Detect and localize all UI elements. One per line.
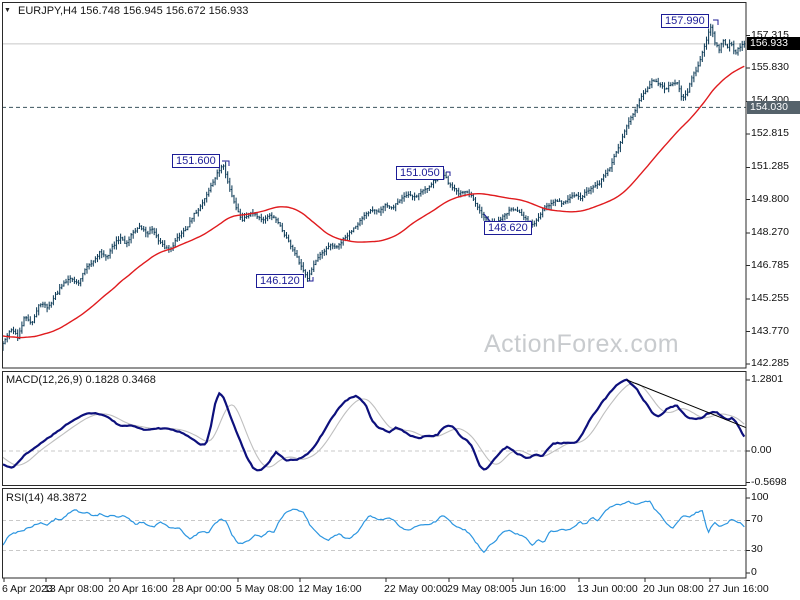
symbol-timeframe-label: EURJPY,H4 [18,5,78,17]
swing-price-label: 151.600 [172,154,220,168]
macd-axis-tick-label: -0.5698 [751,475,787,488]
price-axis-tick-label: 143.770 [751,324,789,337]
collapse-triangle-icon[interactable]: ▼ [4,7,11,14]
macd-indicator-label: MACD(12,26,9) 0.1828 0.3468 [6,374,156,386]
rsi-indicator-label: RSI(14) 48.3872 [6,492,87,504]
time-axis-date-label: 5 Jun 16:00 [511,583,566,595]
time-axis-date-label: 20 Apr 16:00 [108,583,168,595]
price-axis-tick-label: 148.270 [751,226,789,239]
time-axis-date-label: 22 May 00:00 [384,583,448,595]
swing-price-label: 146.120 [256,274,304,288]
price-axis-tick-label: 145.255 [751,292,789,305]
current-price-badge: 156.933 [747,37,800,50]
macd-axis-tick-label: 1.2801 [751,373,784,386]
time-axis-date-label: 6 Apr 2023 [2,583,53,595]
macd-axis-tick-label: 0.00 [751,443,772,456]
price-axis-tick-label: 149.800 [751,192,789,205]
time-axis-date-label: 12 May 16:00 [298,583,362,595]
price-axis-tick-label: 142.285 [751,356,789,369]
time-axis-date-label: 28 Apr 00:00 [172,583,232,595]
time-axis-date-label: 20 Jun 08:00 [643,583,704,595]
rsi-axis-tick-label: 100 [751,490,769,503]
swing-price-label: 157.990 [661,14,709,28]
price-axis-tick-label: 157.315 [751,28,789,41]
rsi-axis-tick-label: 30 [751,543,763,556]
watermark: ActionForex.com [484,330,680,358]
swing-price-label: 151.050 [396,166,444,180]
swing-price-label: 148.620 [484,221,532,235]
price-axis-tick-label: 146.785 [751,258,789,271]
time-axis-date-label: 13 Jun 00:00 [577,583,638,595]
price-axis-tick-label: 152.815 [751,126,789,139]
time-axis-date-label: 13 Apr 08:00 [44,583,104,595]
price-axis-tick-label: 151.285 [751,160,789,173]
chart-title: ▼ EURJPY,H4 156.748 156.945 156.672 156.… [4,5,248,17]
time-axis-date-label: 5 May 08:00 [236,583,294,595]
time-axis-date-label: 29 May 08:00 [447,583,511,595]
rsi-axis-tick-label: 70 [751,513,763,526]
title-ohlc-values: 156.748 156.945 156.672 156.933 [80,5,249,17]
price-axis-tick-label: 155.830 [751,60,789,73]
rsi-axis-tick-label: 0 [751,565,757,578]
time-axis-date-label: 27 Jun 16:00 [708,583,769,595]
horizontal-line-price-badge: 154.030 [747,101,800,114]
price-axis-tick-label: 154.300 [751,95,789,106]
